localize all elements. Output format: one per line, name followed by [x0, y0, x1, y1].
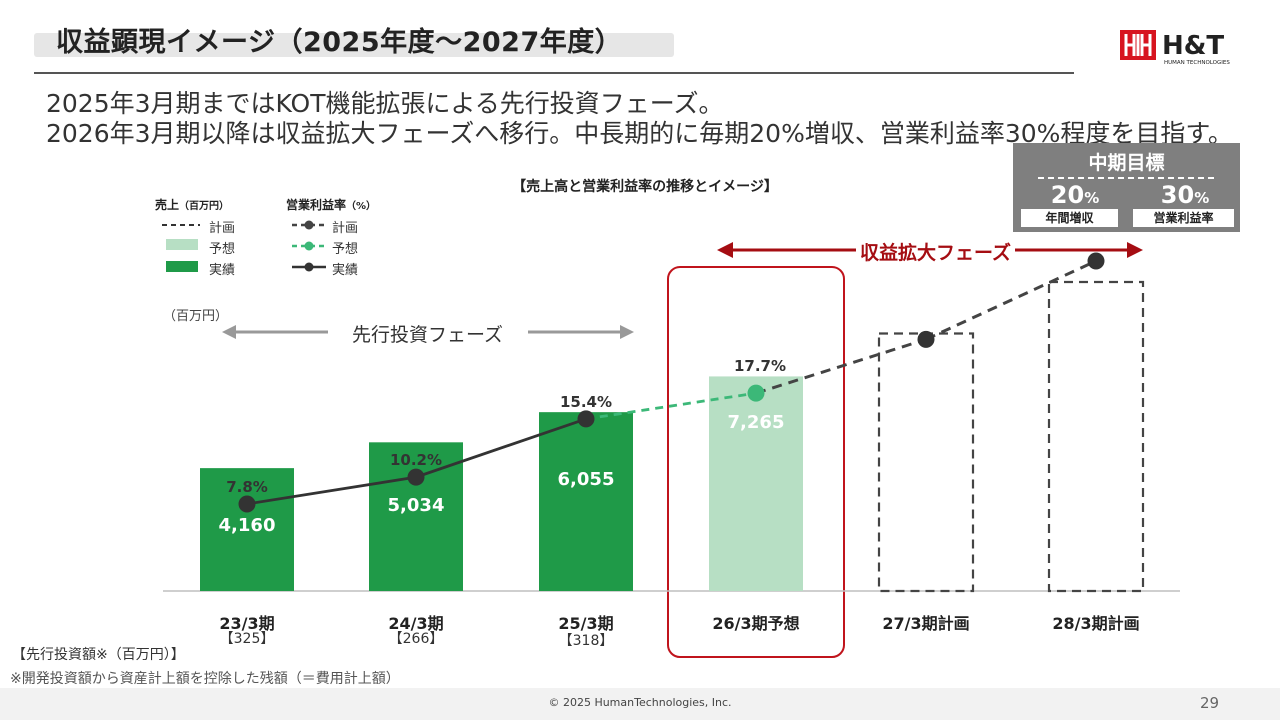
margin-line-segment-3 — [585, 391, 757, 421]
title-underlay — [34, 33, 674, 57]
sales-bar-1 — [200, 468, 294, 591]
margin-value-label-4: 17.7% — [734, 357, 786, 375]
margin-point-1 — [238, 495, 256, 513]
forecast-highlight-frame — [667, 266, 845, 658]
legend-sales-plan: 計画 — [209, 221, 236, 236]
investment-value-2: 【266】 — [388, 631, 444, 647]
margin-point-4 — [747, 384, 765, 402]
margin-value-label-1: 7.8% — [226, 478, 268, 496]
growth-phase-label: 収益拡大フェーズ — [856, 238, 1016, 265]
sales-bar-5 — [877, 332, 975, 593]
investment-phase-arrows — [222, 325, 634, 339]
legend-forecast-swatch — [166, 239, 198, 250]
margin-point-6 — [1087, 252, 1105, 270]
legend-sales-forecast: 予想 — [209, 242, 236, 257]
margin-point-3 — [577, 410, 595, 428]
page-title: 収益顕現イメージ（2025年度～2027年度） — [56, 27, 623, 58]
target-growth-label: 年間増収 — [1021, 209, 1118, 227]
bar-value-label-2: 5,034 — [388, 495, 445, 516]
legend-margin-plan: 計画 — [332, 221, 359, 236]
legend-sales-swatches — [162, 224, 200, 272]
bar-value-label-1: 4,160 — [219, 515, 276, 536]
logo-subtext: HUMAN TECHNOLOGIES — [1164, 60, 1230, 66]
category-label-5: 27/3期計画 — [882, 614, 970, 633]
chart-title: 【売上高と営業利益率の推移とイメージ】 — [512, 179, 778, 195]
legend-margin-forecast: 予想 — [332, 242, 359, 257]
target-divider — [1038, 177, 1214, 179]
legend-plan-marker — [304, 220, 314, 230]
sales-bar-4 — [709, 376, 803, 591]
target-margin-value: 30% — [1160, 181, 1210, 209]
margin-point-5 — [917, 330, 935, 348]
legend-margin-head: 営業利益率（%） — [286, 198, 377, 212]
bar-value-label-4: 7,265 — [728, 412, 785, 433]
category-label-2: 24/3期 — [388, 614, 444, 633]
subtitle-line-1: 2025年3月期まではKOT機能拡張による先行投資フェーズ。 — [46, 89, 724, 118]
mid-term-target-title: 中期目標 — [1088, 152, 1165, 174]
margin-line-segment-2 — [415, 417, 587, 479]
legend-actual-marker — [304, 262, 314, 272]
arrow-right-icon — [620, 325, 634, 339]
logo-text: H&T — [1162, 31, 1224, 61]
margin-line-segment-1 — [246, 475, 417, 506]
legend-sales-actual: 実績 — [209, 263, 236, 278]
sales-bar-6 — [1047, 280, 1145, 593]
investment-phase-label: 先行投資フェーズ — [352, 324, 504, 346]
legend-margin-swatches — [292, 220, 326, 272]
margin-line-segment-4 — [755, 337, 927, 395]
legend-margin-actual: 実績 — [332, 263, 359, 278]
copyright: © 2025 HumanTechnologies, Inc. — [548, 696, 732, 709]
company-logo: H&T HUMAN TECHNOLOGIES — [1120, 30, 1230, 66]
sales-bar-3 — [539, 412, 633, 591]
margin-value-label-2: 10.2% — [390, 451, 442, 469]
bar-value-label-3: 6,055 — [558, 469, 615, 490]
footnote: ※開発投資額から資産計上額を控除した残額（＝費用計上額） — [10, 671, 400, 687]
legend-sales-head: 売上（百万円） — [155, 198, 230, 212]
investment-value-1: 【325】 — [219, 631, 275, 647]
investment-value-3: 【318】 — [558, 633, 614, 649]
legend-actual-swatch — [166, 261, 198, 272]
margin-line-segment-5 — [925, 259, 1097, 341]
arrow-left-icon — [222, 325, 236, 339]
category-label-3: 25/3期 — [558, 614, 614, 633]
legend-forecast-marker — [304, 241, 314, 251]
y-axis-unit-label: （百万円） — [163, 309, 229, 324]
category-label-6: 28/3期計画 — [1052, 614, 1140, 633]
footer-bar — [0, 688, 1280, 720]
margin-value-label-3: 15.4% — [560, 393, 612, 411]
arrow-left-icon — [717, 242, 733, 258]
target-growth-value: 20% — [1050, 181, 1100, 209]
target-margin-label: 営業利益率 — [1133, 209, 1234, 227]
arrow-right-icon — [1127, 242, 1143, 258]
page-number: 29 — [1200, 694, 1220, 712]
investment-title: 【先行投資額※（百万円）】 — [12, 647, 185, 663]
title-divider — [34, 72, 1074, 74]
margin-point-2 — [407, 468, 425, 486]
category-label-4: 26/3期予想 — [712, 614, 800, 633]
category-label-1: 23/3期 — [219, 614, 275, 633]
